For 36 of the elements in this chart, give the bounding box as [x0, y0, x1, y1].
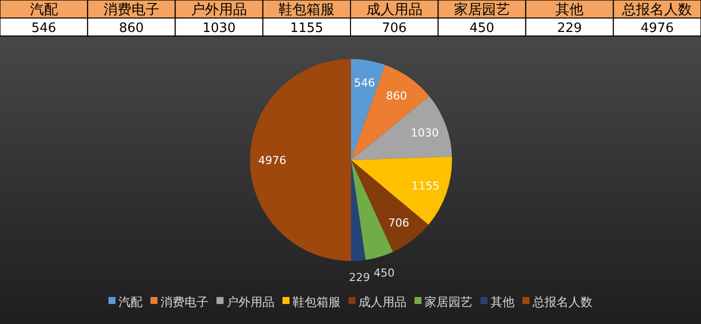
pie-slice	[351, 156, 452, 225]
pie-slice	[250, 59, 351, 261]
data-label: 229	[348, 270, 370, 284]
data-label: 229	[557, 21, 582, 36]
category-label: 鞋包箱服	[278, 2, 335, 18]
legend-label: 家居园艺	[424, 295, 472, 309]
category-label: 成人用品	[366, 2, 422, 18]
data-label: 4976	[258, 154, 286, 167]
legend-label: 成人用品	[358, 295, 406, 309]
pie-slice	[351, 59, 386, 160]
data-label: 706	[388, 216, 410, 230]
data-label: 450	[470, 21, 494, 36]
data-label: 4976	[640, 21, 674, 36]
data-label: 1155	[411, 180, 440, 193]
legend-label: 户外用品	[226, 295, 274, 309]
category-label: 总报名人数	[621, 2, 692, 18]
data-label: 546	[354, 76, 376, 90]
category-label: 消费电子	[103, 2, 160, 18]
legend-label: 其他	[490, 295, 514, 309]
data-label: 860	[386, 90, 408, 103]
category-label: 户外用品	[191, 2, 248, 18]
legend-label: 鞋包箱服	[292, 295, 340, 309]
category-label: 汽配	[30, 2, 58, 18]
data-label: 706	[382, 21, 407, 36]
data-label: 1030	[410, 126, 439, 140]
data-label: 450	[374, 266, 395, 280]
legend-label: 汽配	[118, 295, 142, 309]
legend-label: 总报名人数	[532, 295, 592, 309]
pie-slice	[351, 160, 366, 261]
legend-label: 消费电子	[160, 295, 208, 309]
category-label: 其他	[556, 2, 584, 18]
data-label: 1030	[202, 21, 236, 36]
category-label: 家居园艺	[454, 2, 510, 18]
data-label: 860	[119, 21, 144, 36]
data-label: 1155	[290, 21, 324, 36]
data-label: 546	[31, 21, 56, 36]
